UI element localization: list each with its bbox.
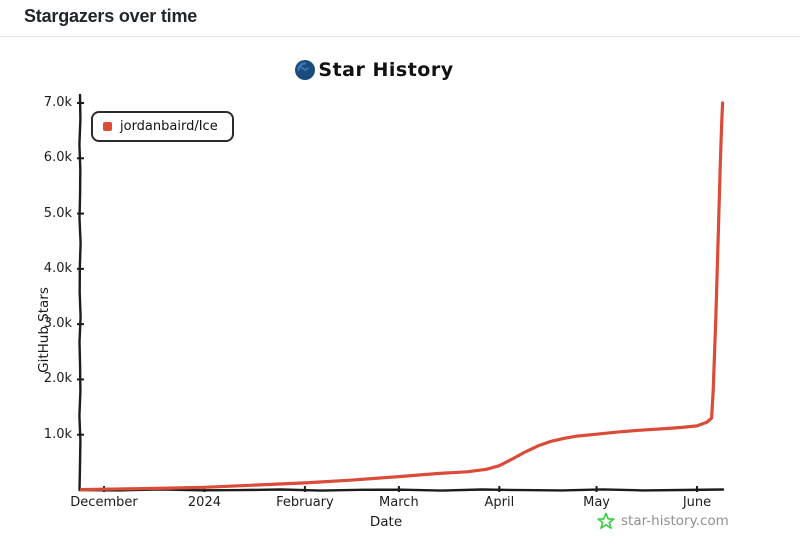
x-axis-tick-label: June: [682, 495, 712, 510]
chart-title: Star History: [318, 59, 454, 81]
page-title: Stargazers over time: [24, 6, 198, 26]
y-axis-tick-label: 3.0k: [43, 316, 72, 332]
x-axis-title: Date: [369, 514, 403, 530]
legend-item-jordanbaird-ice[interactable]: jordanbaird/Ice: [91, 111, 234, 142]
x-axis-tick-label: February: [276, 495, 334, 510]
chart-header: Star History: [0, 59, 774, 81]
y-axis-tick-label: 1.0k: [43, 426, 72, 442]
y-axis-tick-label: 5.0k: [43, 205, 72, 221]
title-divider: [0, 36, 800, 37]
x-axis-tick-label: 2024: [187, 495, 221, 510]
x-axis-tick-label: April: [484, 495, 515, 510]
x-axis-tick-label: December: [70, 495, 138, 510]
y-axis-tick-label: 7.0k: [43, 95, 72, 110]
y-axis-tick-label: 2.0k: [43, 371, 72, 387]
watermark-link[interactable]: star-history.com: [597, 512, 729, 530]
y-axis-title: GitHub Stars: [36, 287, 52, 373]
x-axis-tick-label: March: [379, 495, 419, 510]
star-history-logo-icon: [294, 59, 316, 81]
legend-series-marker: [103, 122, 112, 131]
star-icon: [597, 512, 615, 530]
y-axis-tick-label: 6.0k: [43, 150, 72, 166]
y-axis-tick-label: 4.0k: [43, 260, 72, 276]
legend-series-label: jordanbaird/Ice: [120, 119, 218, 134]
x-axis-tick-label: May: [583, 495, 610, 510]
watermark-text: star-history.com: [621, 513, 729, 529]
